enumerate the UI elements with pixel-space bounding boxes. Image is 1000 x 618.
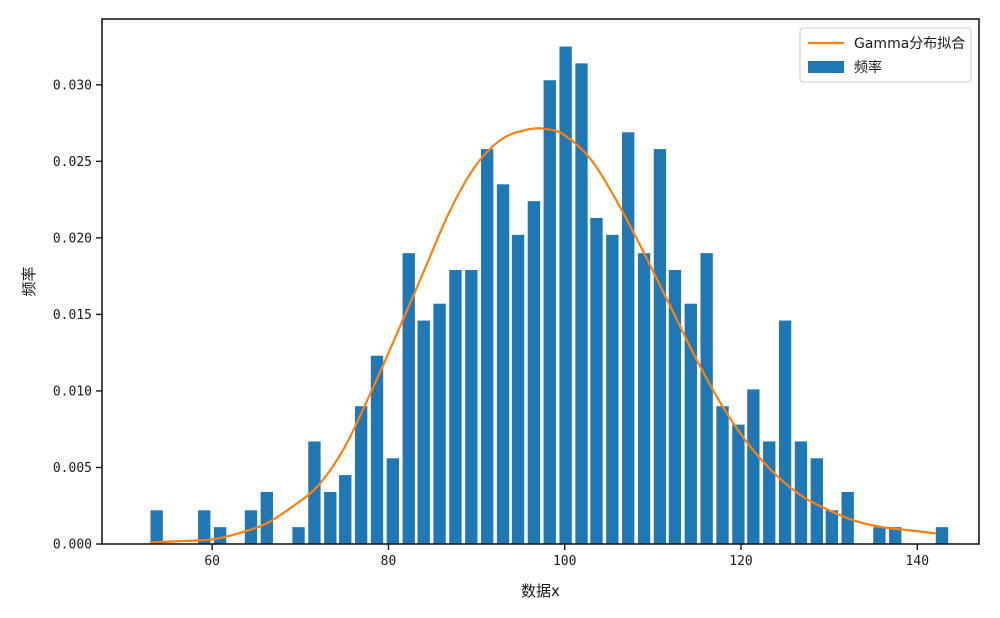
plot-frame	[101, 18, 980, 545]
histogram-bar	[543, 80, 556, 544]
histogram-bar	[198, 510, 211, 544]
histogram-bar	[794, 441, 808, 544]
histogram-bar	[622, 132, 635, 544]
legend: Gamma分布拟合 频率	[799, 27, 972, 83]
histogram-bar	[653, 149, 667, 544]
histogram-bar	[370, 355, 384, 544]
histogram-bar	[575, 63, 588, 544]
histogram-bar	[433, 303, 446, 544]
histogram-bar	[465, 270, 478, 544]
histogram-bar	[213, 527, 227, 544]
y-tick-label: 0.020	[53, 231, 92, 246]
histogram-bar	[778, 320, 792, 544]
y-tick-label: 0.025	[53, 155, 92, 170]
histogram-bar	[244, 510, 258, 544]
legend-line-label: Gamma分布拟合	[854, 36, 965, 52]
histogram-bar	[260, 491, 273, 544]
histogram-bar	[889, 527, 902, 544]
histogram-bar	[747, 389, 760, 544]
histogram-bar	[339, 475, 352, 544]
x-tick-label: 80	[381, 554, 397, 569]
x-tick-label: 120	[729, 554, 752, 569]
histogram-bar	[732, 424, 745, 544]
y-tick-label: 0.000	[53, 538, 92, 553]
y-tick-label: 0.030	[53, 78, 92, 93]
bars-group	[150, 46, 949, 545]
histogram-bar	[825, 510, 838, 544]
histogram-bar	[386, 458, 400, 544]
histogram-bar	[668, 270, 682, 544]
histogram-bar	[402, 253, 415, 544]
x-axis-label: 数据x	[521, 582, 560, 600]
histogram-bar	[527, 201, 541, 544]
y-axis-label: 频率	[20, 266, 38, 296]
histogram-bar	[935, 527, 949, 544]
x-tick-label: 60	[204, 554, 220, 569]
histogram-bar	[417, 320, 430, 544]
histogram-bar	[590, 217, 603, 545]
x-axis-ticks: 60 80 100 120 140	[204, 544, 929, 569]
histogram-bar	[559, 46, 572, 545]
histogram-bar	[810, 458, 823, 544]
histogram-bar	[606, 234, 619, 544]
histogram-bar	[716, 406, 729, 544]
histogram-bar	[292, 527, 305, 544]
x-tick-label: 140	[906, 554, 929, 569]
histogram-bar	[150, 510, 163, 544]
y-tick-label: 0.010	[53, 384, 92, 399]
histogram-bar	[700, 253, 713, 544]
legend-bar-swatch	[808, 61, 844, 73]
histogram-bar	[481, 149, 494, 544]
histogram-bar	[684, 303, 697, 544]
y-tick-label: 0.005	[53, 461, 92, 476]
legend-bar-label: 频率	[854, 59, 882, 76]
gamma-fit-line	[149, 127, 937, 544]
histogram-bar	[873, 527, 886, 544]
histogram-bar	[511, 234, 525, 544]
y-tick-label: 0.015	[53, 308, 92, 323]
histogram-bar	[324, 491, 337, 544]
histogram-bar	[308, 441, 321, 544]
histogram-bar	[496, 184, 510, 544]
histogram-bar	[449, 270, 462, 544]
histogram-bar	[354, 406, 368, 544]
histogram-bar	[763, 441, 776, 544]
y-axis-ticks: 0.000 0.005 0.010 0.015 0.020 0.025 0.030	[53, 78, 102, 553]
x-tick-label: 100	[553, 554, 576, 569]
histogram-bar	[637, 253, 651, 544]
